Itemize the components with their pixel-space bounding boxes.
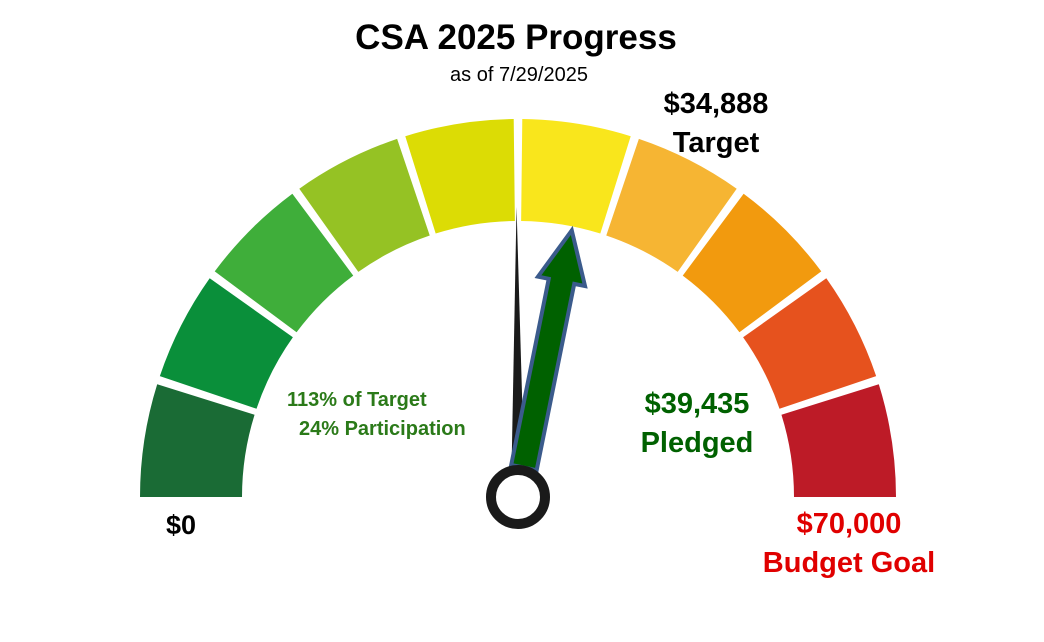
gauge-band-8 [682, 193, 822, 333]
pledged-needle-arrow [508, 225, 588, 473]
chart-subtitle: as of 7/29/2025 [450, 64, 588, 86]
gauge-hub [486, 465, 550, 529]
gauge-min-label: $0 [166, 510, 197, 540]
gauge-bands [140, 119, 896, 497]
gauge-band-10 [781, 384, 896, 497]
chart-title: CSA 2025 Progress [355, 18, 677, 57]
gauge-pointer-layer [486, 207, 588, 529]
pledged-value-label: $39,435 [644, 388, 750, 420]
gauge-band-9 [743, 278, 877, 409]
gauge-band-1 [140, 384, 255, 497]
target-value-label: $34,888 [663, 88, 769, 120]
gauge-band-2 [159, 278, 293, 409]
target-label: Target [672, 127, 760, 159]
gauge-band-4 [299, 138, 430, 272]
gauge-max-value-label: $70,000 [796, 508, 902, 540]
gauge-band-7 [606, 138, 737, 272]
percent-of-target-text: 113% of Target [287, 389, 427, 411]
gauge-band-6 [521, 119, 631, 234]
gauge-band-5 [405, 119, 515, 234]
gauge-band-3 [214, 193, 354, 333]
pledged-label: Pledged [640, 427, 754, 459]
gauge-max-label: Budget Goal [762, 547, 936, 579]
participation-text: 24% Participation [299, 418, 466, 440]
